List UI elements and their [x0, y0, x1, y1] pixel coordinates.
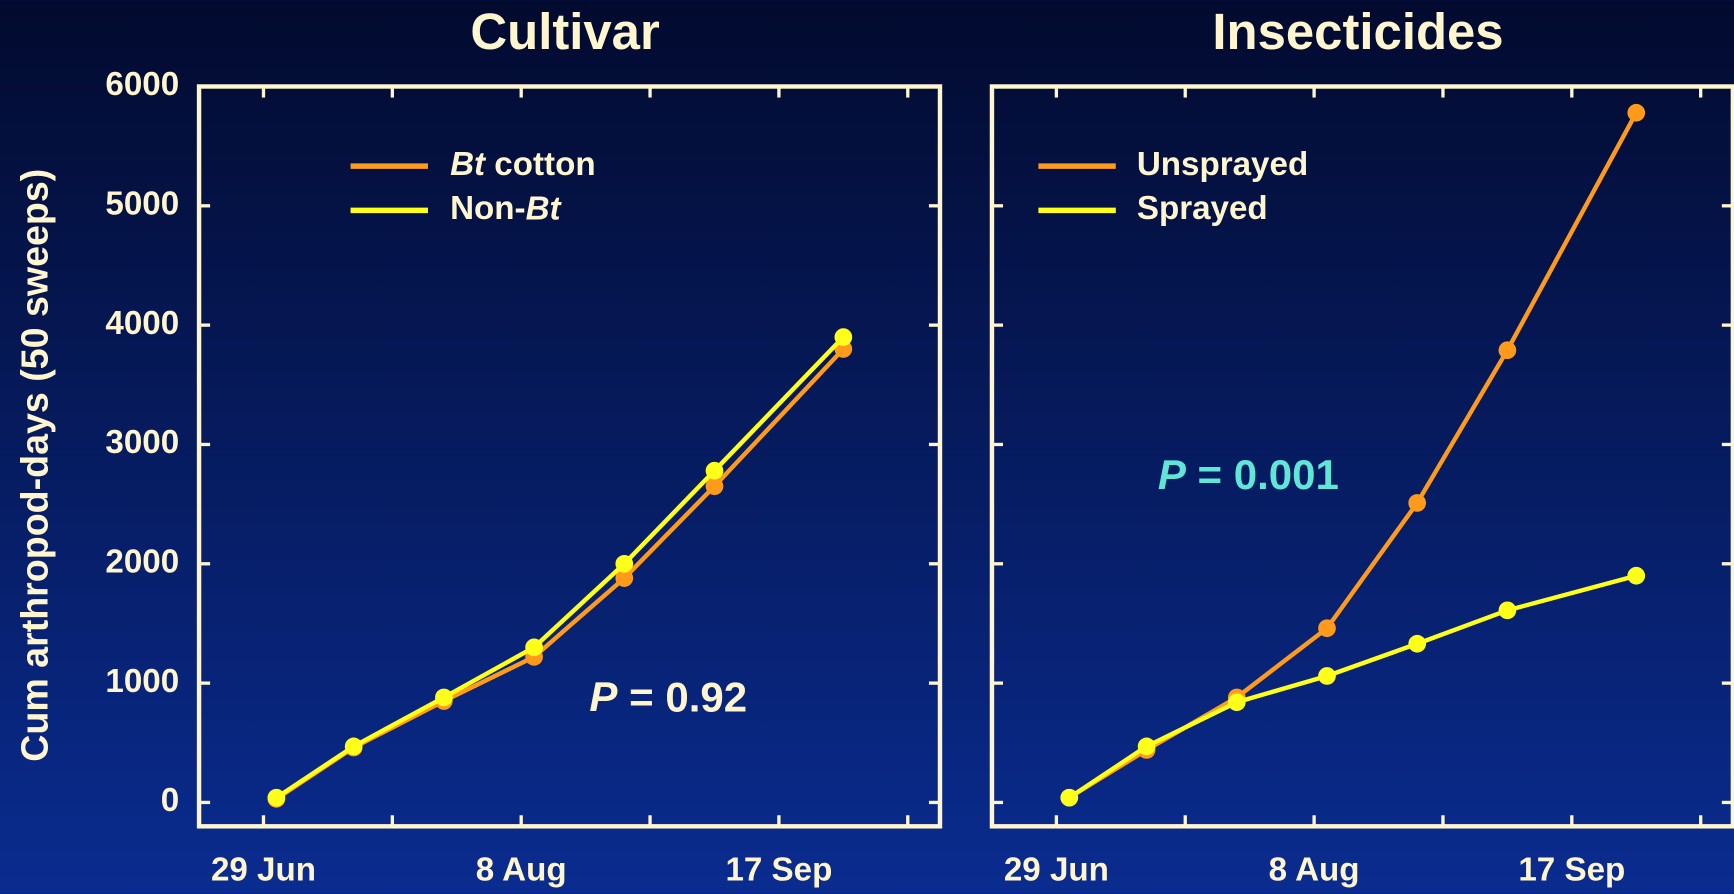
- data-point: [615, 554, 634, 573]
- plot-frame: [196, 84, 943, 829]
- data-point: [1227, 693, 1246, 712]
- y-tick-label: 3000: [105, 424, 179, 461]
- data-point: [1318, 667, 1336, 685]
- data-point: [1060, 788, 1079, 807]
- y-tick-label: 4000: [105, 305, 179, 342]
- x-tick-label: 29 Jun: [1004, 851, 1109, 888]
- data-point: [525, 638, 543, 657]
- y-tick-label: 2000: [105, 544, 179, 581]
- data-point: [1408, 634, 1427, 653]
- data-point: [1498, 601, 1517, 620]
- annotation: P = 0.001: [1158, 451, 1339, 498]
- annotation: P = 0.92: [589, 673, 747, 720]
- legend-label: Sprayed: [1137, 190, 1268, 227]
- legend-label: Unsprayed: [1137, 146, 1308, 183]
- data-point: [834, 328, 853, 346]
- x-tick-label: 17 Sep: [725, 851, 832, 888]
- legend-label: Non-Bt: [450, 190, 562, 227]
- legend-label: Bt cotton: [450, 146, 596, 183]
- y-tick-label: 6000: [105, 66, 179, 103]
- y-tick-label: 5000: [105, 186, 179, 223]
- chart-title: Insecticides: [1212, 3, 1503, 60]
- data-point: [1627, 103, 1646, 122]
- x-tick-label: 8 Aug: [476, 851, 567, 888]
- data-point: [705, 477, 724, 496]
- data-point: [1627, 566, 1646, 585]
- data-point: [435, 688, 453, 707]
- data-point: [267, 788, 286, 807]
- y-tick-label: 1000: [105, 663, 179, 700]
- plot-frame: [989, 84, 1734, 829]
- data-point: [1318, 619, 1336, 638]
- x-tick-label: 29 Jun: [211, 851, 316, 888]
- data-point: [615, 569, 634, 587]
- data-point: [1408, 494, 1427, 512]
- data-point: [705, 461, 724, 480]
- x-tick-label: 8 Aug: [1269, 851, 1360, 888]
- chart-title: Cultivar: [470, 3, 660, 60]
- y-axis-label: Cum arthropod-days (50 sweeps): [14, 169, 56, 762]
- y-tick-label: 0: [161, 782, 179, 819]
- data-point: [344, 737, 363, 756]
- data-point: [1137, 737, 1156, 756]
- x-tick-label: 17 Sep: [1518, 851, 1625, 888]
- data-point: [1498, 341, 1517, 360]
